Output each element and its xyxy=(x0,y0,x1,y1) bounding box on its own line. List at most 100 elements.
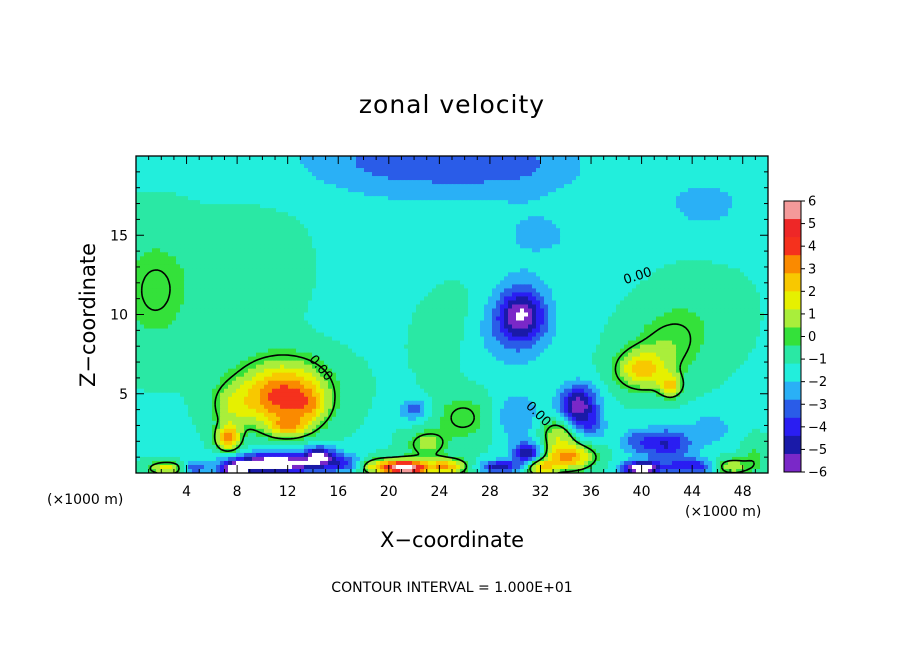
field-cell xyxy=(508,184,513,189)
field-cell xyxy=(536,220,541,225)
field-cell xyxy=(724,264,729,269)
field-cell xyxy=(236,240,241,245)
field-cell xyxy=(484,192,489,197)
field-cell xyxy=(268,276,273,281)
field-cell xyxy=(320,224,325,229)
field-cell xyxy=(748,204,753,209)
field-cell xyxy=(520,268,525,273)
field-cell xyxy=(396,220,401,225)
field-cell xyxy=(220,180,225,185)
field-cell xyxy=(404,156,409,161)
field-cell xyxy=(568,248,573,253)
field-cell xyxy=(380,280,385,285)
field-cell xyxy=(460,280,465,285)
field-cell xyxy=(564,212,569,217)
field-cell xyxy=(328,256,333,261)
field-cell xyxy=(276,164,281,169)
field-cell xyxy=(752,184,757,189)
field-cell xyxy=(264,272,269,277)
field-cell xyxy=(688,256,693,261)
field-cell xyxy=(636,196,641,201)
field-cell xyxy=(420,188,425,193)
field-cell xyxy=(680,216,685,221)
field-cell xyxy=(700,252,705,257)
field-cell xyxy=(448,204,453,209)
field-cell xyxy=(212,216,217,221)
field-cell xyxy=(280,240,285,245)
field-cell xyxy=(148,228,153,233)
field-cell xyxy=(232,224,237,229)
field-cell xyxy=(452,268,457,273)
field-cell xyxy=(584,192,589,197)
field-cell xyxy=(756,256,761,261)
field-cell xyxy=(448,212,453,217)
field-cell xyxy=(344,228,349,233)
field-cell xyxy=(736,204,741,209)
field-cell xyxy=(492,256,497,261)
field-cell xyxy=(384,180,389,185)
field-cell xyxy=(740,248,745,253)
field-cell xyxy=(732,228,737,233)
field-cell xyxy=(324,160,329,165)
field-cell xyxy=(404,176,409,181)
field-cell xyxy=(508,248,513,253)
field-cell xyxy=(684,248,689,253)
field-cell xyxy=(288,248,293,253)
field-cell xyxy=(716,244,721,249)
field-cell xyxy=(716,268,721,273)
field-cell xyxy=(264,200,269,205)
field-cell xyxy=(272,216,277,221)
field-cell xyxy=(292,216,297,221)
field-cell xyxy=(176,180,181,185)
field-cell xyxy=(492,188,497,193)
field-cell xyxy=(164,232,169,237)
field-cell xyxy=(344,224,349,229)
field-cell xyxy=(376,260,381,265)
field-cell xyxy=(288,224,293,229)
field-cell xyxy=(316,216,321,221)
field-cell xyxy=(744,204,749,209)
field-cell xyxy=(564,232,569,237)
field-cell xyxy=(184,244,189,249)
field-cell xyxy=(380,240,385,245)
field-cell xyxy=(592,200,597,205)
field-cell xyxy=(148,268,153,273)
field-cell xyxy=(372,232,377,237)
field-cell xyxy=(612,156,617,161)
field-cell xyxy=(492,224,497,229)
field-cell xyxy=(472,180,477,185)
field-cell xyxy=(388,212,393,217)
field-cell xyxy=(264,228,269,233)
field-cell xyxy=(240,172,245,177)
field-cell xyxy=(652,188,657,193)
field-cell xyxy=(308,192,313,197)
field-cell xyxy=(752,268,757,273)
field-cell xyxy=(352,156,357,161)
field-cell xyxy=(608,164,613,169)
field-cell xyxy=(544,160,549,165)
field-cell xyxy=(672,252,677,257)
field-cell xyxy=(352,228,357,233)
field-cell xyxy=(524,164,529,169)
field-cell xyxy=(520,160,525,165)
field-cell xyxy=(660,228,665,233)
field-cell xyxy=(156,272,161,277)
field-cell xyxy=(488,228,493,233)
field-cell xyxy=(552,180,557,185)
field-cell xyxy=(708,272,713,277)
field-cell xyxy=(548,244,553,249)
field-cell xyxy=(752,200,757,205)
field-cell xyxy=(632,160,637,165)
field-cell xyxy=(388,260,393,265)
field-cell xyxy=(588,160,593,165)
field-cell xyxy=(508,216,513,221)
field-cell xyxy=(636,168,641,173)
field-cell xyxy=(404,232,409,237)
field-cell xyxy=(396,192,401,197)
field-cell xyxy=(748,180,753,185)
field-cell xyxy=(724,200,729,205)
field-cell xyxy=(360,248,365,253)
field-cell xyxy=(220,276,225,281)
field-cell xyxy=(436,280,441,285)
field-cell xyxy=(700,172,705,177)
